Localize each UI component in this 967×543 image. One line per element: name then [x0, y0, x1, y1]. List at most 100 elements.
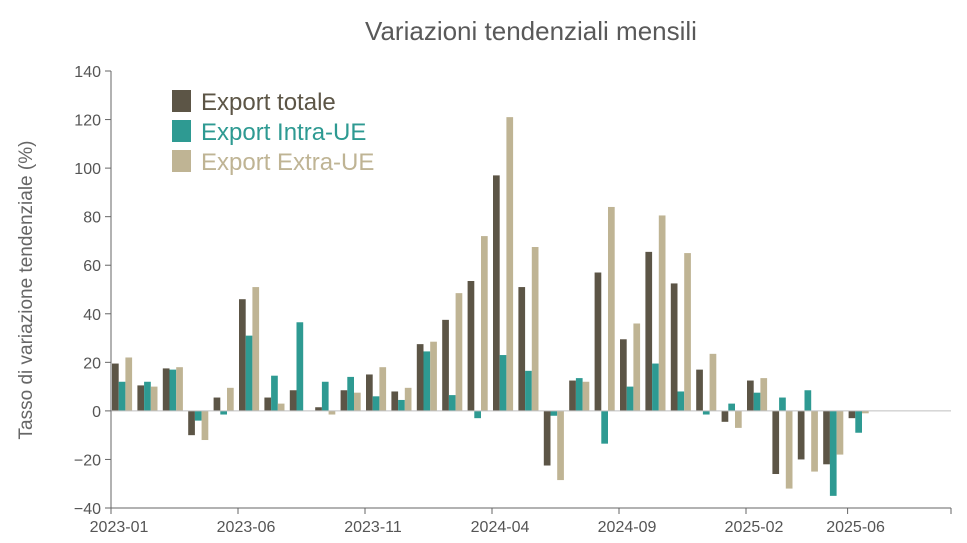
bar-export-totale-2025-04 — [797, 410, 805, 460]
bar-export-extra-ue-2023-09 — [328, 410, 336, 415]
bar-export-totale-2025-03 — [772, 410, 780, 475]
bar-export-extra-ue-2023-05 — [227, 387, 234, 411]
bar-export-extra-ue-2024-10 — [658, 215, 666, 411]
bar-export-intra-ue-2023-05 — [220, 410, 227, 415]
legend: Export totale Export Intra-UE Export Extra… — [172, 89, 374, 176]
bar-export-extra-ue-2024-07 — [582, 381, 590, 411]
bar-export-totale-2024-10 — [645, 251, 653, 411]
bar-export-totale-2023-12 — [391, 391, 399, 411]
bar-export-extra-ue-2023-10 — [354, 392, 361, 411]
bar-export-totale-2024-05 — [518, 287, 526, 411]
bar-export-intra-ue-2025-06 — [855, 410, 862, 433]
x-tick-label: 2025-06 — [826, 519, 885, 536]
bar-export-extra-ue-2023-11 — [379, 367, 387, 411]
bar-export-intra-ue-2023-03 — [169, 369, 177, 411]
bar-export-totale-2023-10 — [340, 390, 348, 411]
bar-export-extra-ue-2024-09 — [633, 323, 641, 411]
bar-export-totale-2024-01 — [416, 344, 424, 411]
bar-export-totale-2025-05 — [823, 410, 830, 465]
bar-export-totale-2023-01 — [112, 363, 119, 411]
bar-export-intra-ue-2025-01 — [728, 403, 735, 411]
bar-export-totale-2025-01 — [721, 410, 729, 422]
bar-export-intra-ue-2023-11 — [372, 396, 380, 411]
bar-export-totale-2023-05 — [213, 397, 221, 411]
bar-export-totale-2023-07 — [264, 397, 272, 411]
bar-export-extra-ue-2025-04 — [811, 410, 818, 472]
x-tick-label: 2024-04 — [471, 519, 530, 536]
bar-export-totale-2024-04 — [493, 175, 500, 411]
bar-export-intra-ue-2023-08 — [296, 322, 304, 411]
y-tick-label: 140 — [74, 64, 101, 81]
bar-export-extra-ue-2023-01 — [125, 357, 133, 411]
bar-export-totale-2024-06 — [543, 410, 551, 466]
legend-entry-label: Export Extra-UE — [201, 149, 374, 176]
bar-export-intra-ue-2024-08 — [601, 410, 608, 444]
legend-swatch — [172, 150, 191, 172]
x-tick-label: 2023-06 — [217, 519, 276, 536]
bar-export-extra-ue-2024-08 — [608, 206, 615, 411]
bar-export-extra-ue-2024-11 — [684, 253, 691, 411]
y-axis-label: Tasso di variazione tendenziale (%) — [16, 141, 37, 440]
bar-export-extra-ue-2025-02 — [760, 378, 768, 411]
y-tick-label: 120 — [74, 113, 101, 130]
bar-export-extra-ue-2024-04 — [506, 117, 514, 411]
bar-export-extra-ue-2023-02 — [150, 386, 158, 411]
x-tick-label: 2023-11 — [344, 519, 402, 536]
bar-export-extra-ue-2023-07 — [277, 403, 285, 411]
plot-area — [112, 117, 869, 496]
bar-export-extra-ue-2024-03 — [481, 236, 488, 411]
bar-export-totale-2024-03 — [467, 281, 475, 411]
bar-export-intra-ue-2025-05 — [829, 410, 837, 496]
bar-export-intra-ue-2024-12 — [702, 410, 710, 415]
bar-export-intra-ue-2023-06 — [245, 335, 253, 411]
x-tick-label: 2025-02 — [725, 519, 784, 536]
x-tick-label: 2023-01 — [90, 519, 149, 536]
bar-export-intra-ue-2023-02 — [144, 381, 151, 411]
bar-export-totale-2025-06 — [848, 410, 856, 419]
bar-export-intra-ue-2024-09 — [626, 386, 634, 411]
y-tick-label: 80 — [83, 210, 101, 227]
legend-swatch — [172, 120, 191, 142]
bar-export-extra-ue-2024-06 — [557, 410, 564, 481]
bar-export-totale-2024-12 — [696, 369, 703, 411]
y-tick-label: 40 — [83, 307, 101, 324]
bar-export-totale-2023-02 — [137, 385, 145, 411]
y-tick-label: 0 — [92, 404, 101, 421]
axes: −40 −20 0 20 40 60 80 100 120 140 2023-01 2023-06 20… — [74, 64, 952, 536]
y-tick-label: −40 — [74, 501, 101, 518]
bar-export-totale-2023-04 — [188, 410, 195, 436]
bar-export-totale-2024-09 — [620, 339, 627, 411]
bar-export-totale-2023-03 — [162, 368, 170, 411]
bar-export-intra-ue-2025-04 — [804, 390, 812, 411]
bar-export-intra-ue-2024-06 — [550, 410, 558, 416]
bar-export-extra-ue-2024-12 — [709, 353, 717, 411]
bar-export-intra-ue-2024-04 — [499, 355, 507, 411]
bar-export-totale-2024-02 — [442, 319, 449, 411]
bar-export-extra-ue-2025-03 — [785, 410, 793, 489]
legend-entry-label: Export Intra-UE — [201, 119, 366, 146]
bar-export-intra-ue-2023-12 — [398, 399, 405, 411]
bar-export-totale-2023-11 — [366, 374, 373, 411]
bar-export-extra-ue-2023-06 — [252, 287, 260, 411]
y-tick-label: 60 — [83, 258, 101, 275]
bar-export-intra-ue-2023-04 — [194, 410, 202, 421]
bar-export-extra-ue-2025-05 — [836, 410, 844, 455]
legend-entry-label: Export totale — [201, 89, 336, 116]
y-tick-label: 100 — [74, 161, 101, 178]
bar-export-extra-ue-2023-04 — [201, 410, 209, 441]
bar-export-intra-ue-2024-01 — [423, 351, 431, 411]
bar-export-extra-ue-2024-05 — [531, 247, 539, 411]
bar-export-intra-ue-2023-01 — [118, 381, 126, 411]
bar-export-intra-ue-2025-03 — [779, 397, 786, 411]
bar-export-totale-2024-07 — [569, 380, 576, 411]
bar-export-intra-ue-2024-02 — [448, 395, 456, 411]
x-tick-label: 2024-09 — [598, 519, 657, 536]
bar-export-intra-ue-2023-09 — [321, 381, 329, 411]
bar-export-extra-ue-2023-03 — [176, 367, 183, 411]
bar-export-extra-ue-2025-06 — [862, 410, 869, 414]
bar-export-totale-2024-08 — [594, 272, 602, 411]
bar-export-intra-ue-2023-07 — [271, 375, 278, 411]
bar-export-extra-ue-2024-02 — [455, 293, 463, 411]
